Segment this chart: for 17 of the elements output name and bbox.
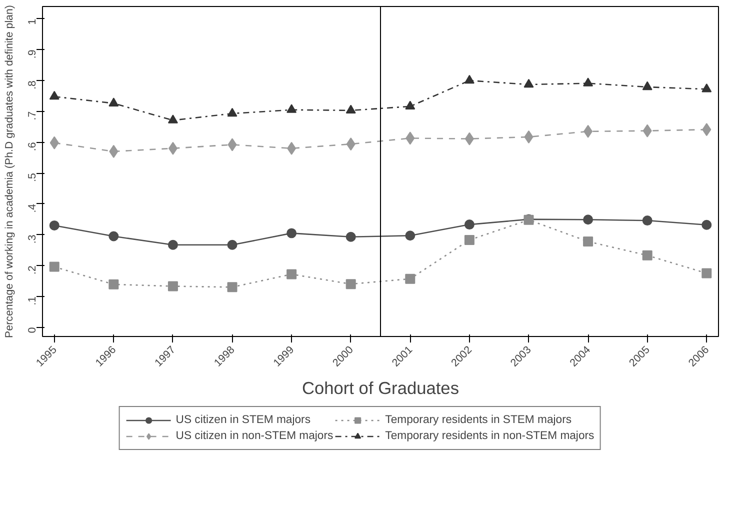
y-tick-label: .8 (26, 80, 38, 90)
legend-label: US citizen in STEM majors (176, 413, 310, 427)
y-tick-label: 0 (26, 327, 38, 334)
x-axis-title: Cohort of Graduates (302, 378, 460, 398)
y-tick-label: .3 (26, 234, 38, 244)
y-axis-title: Percentage of working in academia (Ph.D graduates with definite plan) (4, 5, 16, 338)
y-tick-label: .4 (26, 204, 38, 213)
legend-label: US citizen in non-STEM majors (176, 429, 334, 443)
y-tick-label: .6 (26, 142, 38, 152)
y-tick-label: .5 (26, 172, 38, 182)
y-tick-label: .7 (26, 111, 38, 120)
legend-label: Temporary residents in STEM majors (385, 413, 572, 427)
y-tick-label: .1 (26, 296, 38, 306)
y-tick-label: .2 (26, 265, 38, 274)
y-tick-label: .9 (26, 50, 38, 59)
y-tick-label: 1 (26, 18, 38, 25)
legend-label: Temporary residents in non-STEM majors (385, 429, 594, 443)
